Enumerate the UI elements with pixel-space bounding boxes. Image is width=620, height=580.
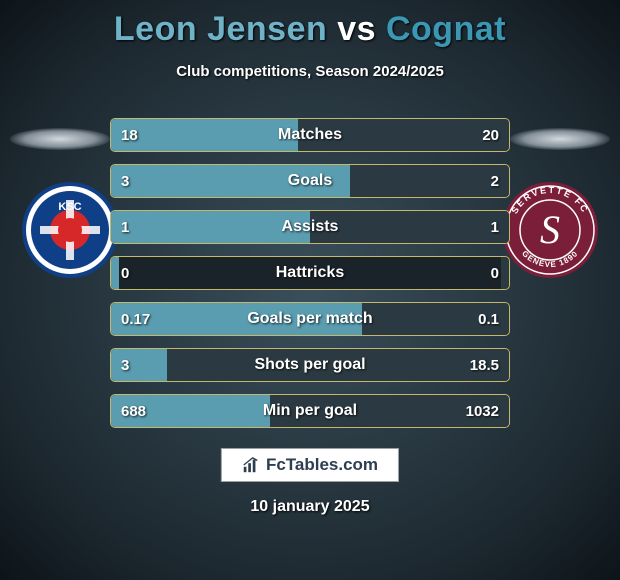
stat-row-shots-per-goal: 318.5Shots per goal — [110, 348, 510, 382]
stat-bars: 1820Matches 32Goals 11Assists 00Hattricks 0.… — [110, 118, 510, 428]
club1-logo: KSC — [20, 180, 120, 280]
date-text: 10 january 2025 — [0, 498, 620, 516]
subtitle: Club competitions, Season 2024/2025 — [0, 63, 620, 80]
club2-logo: SERVETTE FC GENÈVE 1890 S — [500, 180, 600, 280]
stat-row-min-per-goal: 6881032Min per goal — [110, 394, 510, 428]
stat-row-hattricks: 00Hattricks — [110, 256, 510, 290]
stat-label: Min per goal — [111, 395, 509, 427]
vs-text: vs — [337, 10, 376, 48]
comparison-title: Leon Jensen vs Cognat — [0, 0, 620, 49]
stat-label: Matches — [111, 119, 509, 151]
brand-box[interactable]: FcTables.com — [221, 448, 399, 482]
player2-shadow — [510, 128, 610, 150]
player1-name: Leon Jensen — [114, 10, 327, 48]
player2-name: Cognat — [386, 10, 506, 48]
brand-text: FcTables.com — [266, 455, 378, 475]
stat-row-goals-per-match: 0.170.1Goals per match — [110, 302, 510, 336]
brand-chart-icon — [242, 456, 260, 474]
stat-label: Shots per goal — [111, 349, 509, 381]
stat-label: Goals per match — [111, 303, 509, 335]
stat-label: Assists — [111, 211, 509, 243]
stat-row-matches: 1820Matches — [110, 118, 510, 152]
stat-label: Goals — [111, 165, 509, 197]
stat-label: Hattricks — [111, 257, 509, 289]
stat-row-assists: 11Assists — [110, 210, 510, 244]
comparison-stage: KSC SERVETTE FC GENÈVE 1890 S 1820Matche… — [0, 110, 620, 440]
svg-text:S: S — [540, 207, 560, 252]
player1-shadow — [10, 128, 110, 150]
stat-row-goals: 32Goals — [110, 164, 510, 198]
